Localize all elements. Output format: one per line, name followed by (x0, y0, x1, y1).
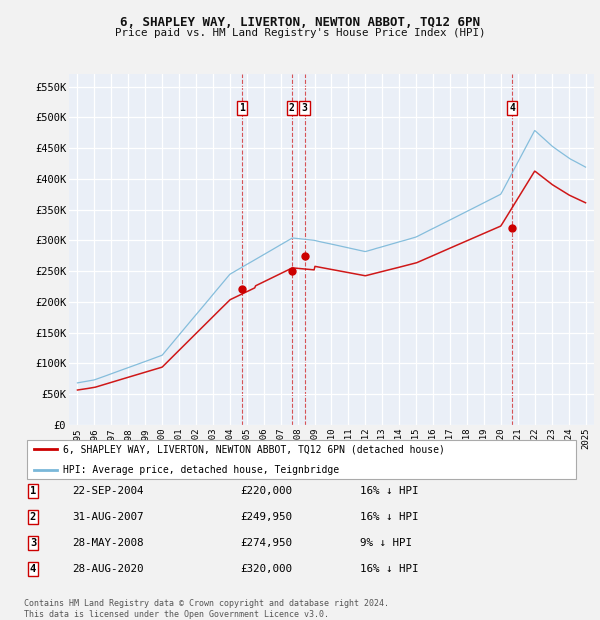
Text: £320,000: £320,000 (240, 564, 292, 574)
Text: £220,000: £220,000 (240, 486, 292, 496)
Text: 6, SHAPLEY WAY, LIVERTON, NEWTON ABBOT, TQ12 6PN: 6, SHAPLEY WAY, LIVERTON, NEWTON ABBOT, … (120, 16, 480, 29)
Text: 4: 4 (30, 564, 36, 574)
Text: £249,950: £249,950 (240, 512, 292, 522)
Text: 3: 3 (30, 538, 36, 548)
Text: 4: 4 (509, 103, 515, 113)
Text: £274,950: £274,950 (240, 538, 292, 548)
Text: 16% ↓ HPI: 16% ↓ HPI (360, 564, 419, 574)
Text: 31-AUG-2007: 31-AUG-2007 (72, 512, 143, 522)
Text: 2: 2 (30, 512, 36, 522)
Text: Price paid vs. HM Land Registry's House Price Index (HPI): Price paid vs. HM Land Registry's House … (115, 28, 485, 38)
FancyBboxPatch shape (27, 440, 576, 479)
Text: 6, SHAPLEY WAY, LIVERTON, NEWTON ABBOT, TQ12 6PN (detached house): 6, SHAPLEY WAY, LIVERTON, NEWTON ABBOT, … (63, 445, 445, 454)
Text: 9% ↓ HPI: 9% ↓ HPI (360, 538, 412, 548)
Text: Contains HM Land Registry data © Crown copyright and database right 2024.
This d: Contains HM Land Registry data © Crown c… (24, 600, 389, 619)
Text: 16% ↓ HPI: 16% ↓ HPI (360, 512, 419, 522)
Text: 22-SEP-2004: 22-SEP-2004 (72, 486, 143, 496)
Text: 1: 1 (30, 486, 36, 496)
Text: 28-MAY-2008: 28-MAY-2008 (72, 538, 143, 548)
Text: HPI: Average price, detached house, Teignbridge: HPI: Average price, detached house, Teig… (63, 464, 339, 474)
Text: 1: 1 (239, 103, 245, 113)
Text: 2: 2 (289, 103, 295, 113)
Text: 28-AUG-2020: 28-AUG-2020 (72, 564, 143, 574)
Text: 3: 3 (302, 103, 308, 113)
Text: 16% ↓ HPI: 16% ↓ HPI (360, 486, 419, 496)
